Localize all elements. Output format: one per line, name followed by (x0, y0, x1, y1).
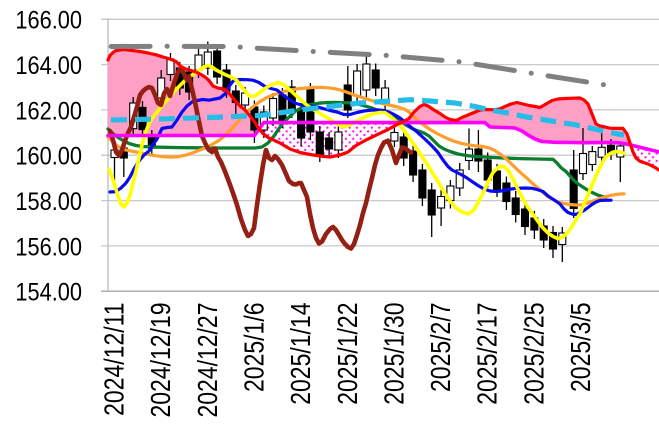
svg-text:2025/1/30: 2025/1/30 (379, 303, 410, 405)
svg-text:2025/3/5: 2025/3/5 (566, 303, 597, 392)
svg-text:158.00: 158.00 (15, 189, 82, 217)
svg-text:2025/1/14: 2025/1/14 (286, 303, 317, 405)
svg-text:2025/1/6: 2025/1/6 (239, 303, 270, 392)
svg-text:2024/12/11: 2024/12/11 (99, 303, 130, 416)
svg-text:160.00: 160.00 (15, 143, 82, 171)
svg-text:162.00: 162.00 (15, 98, 82, 126)
svg-text:2025/2/7: 2025/2/7 (426, 303, 457, 392)
svg-text:2025/2/17: 2025/2/17 (473, 303, 504, 405)
svg-text:164.00: 164.00 (15, 53, 82, 81)
svg-text:2024/12/27: 2024/12/27 (193, 303, 224, 418)
svg-text:2025/2/25: 2025/2/25 (519, 303, 550, 405)
svg-text:2024/12/19: 2024/12/19 (146, 303, 177, 418)
svg-text:2025/1/22: 2025/1/22 (333, 303, 364, 405)
svg-text:166.00: 166.00 (15, 7, 82, 35)
svg-text:154.00: 154.00 (15, 279, 82, 307)
svg-text:156.00: 156.00 (15, 234, 82, 262)
